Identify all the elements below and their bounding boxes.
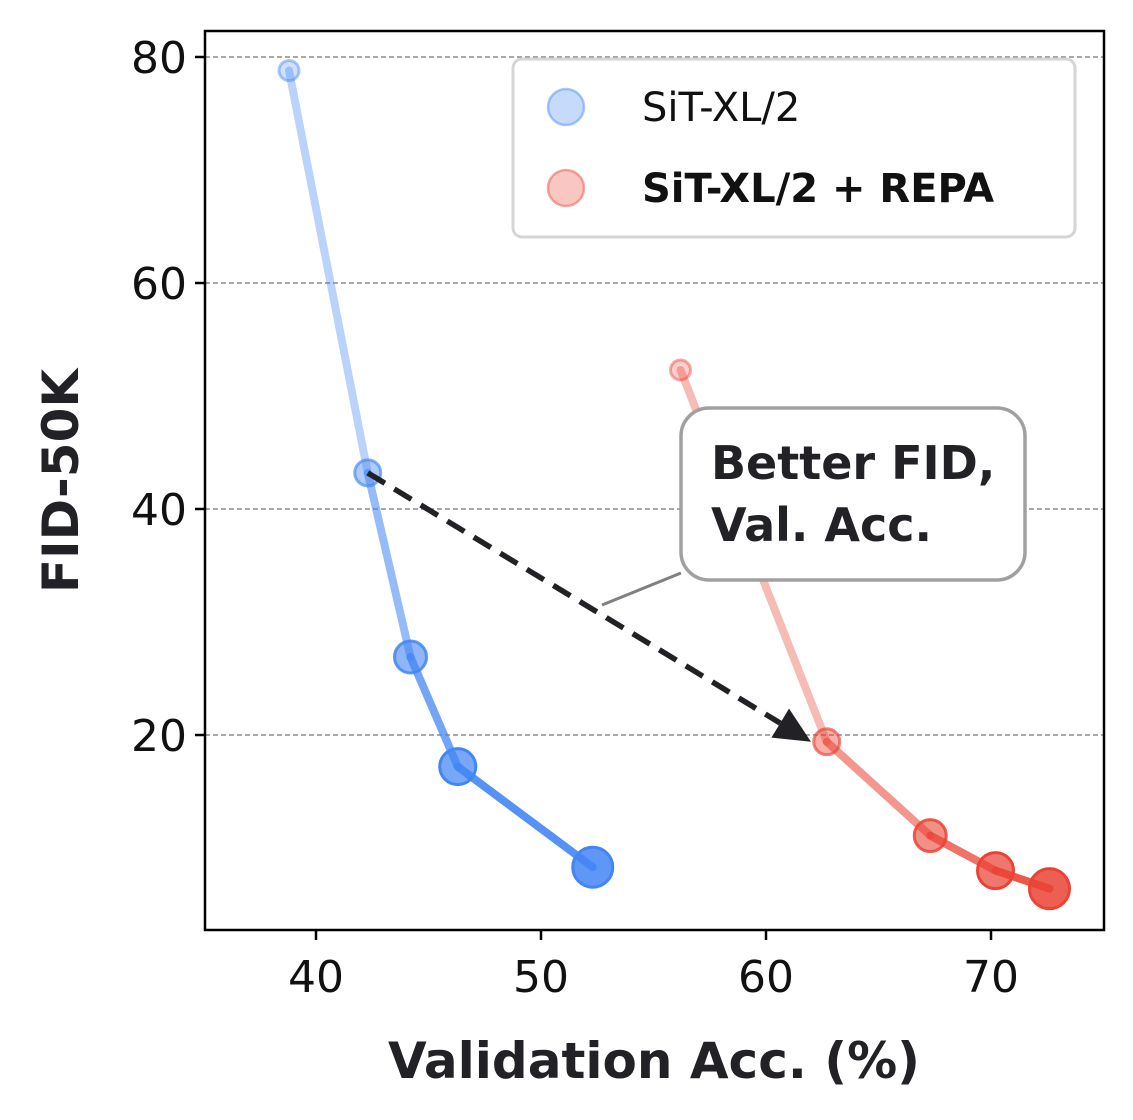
x-tick-label: 50: [513, 952, 569, 1003]
x-tick-label: 70: [963, 952, 1019, 1003]
data-point: [912, 818, 948, 854]
legend-marker-repa: [546, 168, 586, 208]
arrow-shaft: [366, 470, 782, 726]
series-line-segment: [822, 737, 935, 840]
y-tick-label: 40: [131, 485, 187, 536]
data-point: [976, 851, 1015, 891]
series-layer: [277, 59, 1071, 911]
axis-ticks: 20 40 60 80 40 50 60 70: [131, 33, 1019, 1003]
y-tick-label: 20: [131, 711, 187, 762]
legend-marker-sit: [546, 87, 586, 127]
x-axis-label: Validation Acc. (%): [388, 1032, 920, 1090]
annotation: Better FID, Val. Acc.: [601, 406, 1027, 607]
series-sit-xl2-repa: [669, 358, 1071, 911]
series-line-segment: [453, 762, 597, 872]
data-point: [1028, 867, 1071, 911]
series-line-segment: [363, 468, 415, 662]
annotation-arrow: [366, 470, 811, 742]
x-tick-label: 60: [738, 952, 794, 1003]
series-sit-xl2: [277, 59, 615, 889]
data-point: [438, 747, 478, 787]
data-point: [812, 727, 842, 757]
data-point: [277, 59, 301, 83]
legend-box: [511, 57, 1077, 239]
annotation-box: [679, 406, 1027, 582]
y-axis-label: FID-50K: [32, 367, 90, 594]
plot-frame: [203, 29, 1106, 932]
data-point: [669, 358, 692, 382]
data-point: [571, 845, 615, 889]
data-point: [393, 639, 428, 675]
y-tick-label: 60: [131, 259, 187, 310]
y-tick-label: 80: [131, 33, 187, 84]
annotation-text-line-2: Val. Acc.: [711, 498, 932, 552]
series-line-segment: [285, 66, 372, 477]
series-line-segment: [406, 653, 462, 771]
annotation-leader-line: [601, 571, 682, 607]
x-tick-label: 40: [288, 952, 344, 1003]
annotation-text-line-1: Better FID,: [711, 436, 995, 490]
legend-label-repa: SiT-XL/2 + REPA: [642, 166, 994, 212]
arrow-head: [771, 708, 811, 742]
legend-label-sit: SiT-XL/2: [642, 85, 800, 131]
legend: SiT-XL/2 SiT-XL/2 + REPA: [511, 57, 1077, 239]
gridlines: [205, 56, 1104, 736]
